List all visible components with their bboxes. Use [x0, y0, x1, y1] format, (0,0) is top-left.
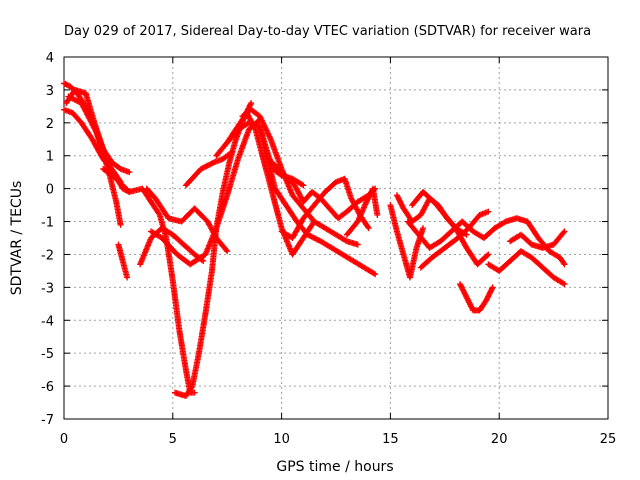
data-point-marker [155, 210, 162, 217]
data-point-marker [365, 225, 372, 232]
series-arc-23 [409, 188, 492, 268]
data-point-marker [489, 285, 496, 292]
series-arc-8 [137, 225, 207, 268]
series-arc-1 [61, 80, 124, 228]
y-tick-label: 1 [46, 150, 54, 165]
y-tick-label: -2 [41, 248, 54, 263]
series-arc-18 [343, 185, 381, 238]
data-point-marker [561, 261, 568, 268]
data-point-marker [117, 221, 124, 228]
data-point-marker [354, 241, 361, 248]
data-point-marker [561, 228, 568, 235]
series-arc-16 [265, 156, 379, 222]
data-point-marker [485, 251, 492, 258]
data-point-marker [227, 150, 234, 157]
y-tick-label: -3 [41, 281, 54, 296]
data-point-marker [223, 246, 230, 253]
data-point-marker [124, 274, 131, 281]
data-points [61, 80, 568, 399]
data-point-marker [374, 211, 381, 218]
y-tick-label: 0 [46, 183, 54, 198]
series-arc-5 [115, 241, 131, 281]
series-arc-6 [100, 165, 198, 396]
data-point-marker [209, 159, 216, 166]
x-tick-label: 0 [60, 432, 68, 447]
series-arc-4 [65, 93, 133, 195]
x-tick-label: 15 [382, 432, 399, 447]
data-point-marker [372, 271, 379, 278]
y-tick-label: -5 [41, 347, 54, 362]
data-point-marker [247, 101, 254, 108]
series-arc-11 [182, 149, 235, 189]
series-arc-27 [507, 228, 568, 251]
x-tick-label: 5 [169, 432, 177, 447]
y-tick-label: -7 [41, 413, 54, 428]
x-tick-label: 20 [491, 432, 508, 447]
data-point-marker [484, 252, 491, 259]
data-point-marker [420, 225, 427, 232]
series-arc-9 [148, 116, 263, 268]
series-arc-26 [491, 215, 568, 268]
x-tick-label: 10 [273, 432, 290, 447]
series-arc-25 [485, 248, 568, 288]
data-point-marker [560, 260, 567, 267]
series-arc-7 [143, 185, 231, 255]
data-point-marker [248, 100, 255, 107]
data-point-marker [300, 182, 307, 189]
data-point-marker [561, 281, 568, 288]
series-arc-17 [278, 175, 372, 241]
y-tick-label: -6 [41, 380, 54, 395]
y-tick-label: -4 [41, 314, 54, 329]
y-tick-label: 3 [46, 84, 54, 99]
chart-title: Day 029 of 2017, Sidereal Day-to-day VTE… [64, 24, 591, 39]
data-point-marker [188, 384, 195, 391]
axis-ticks: 0 5 10 15 20 25 -7 -6 -5 -4 -3 -2 -1 0 1 2 3 4 [41, 51, 616, 447]
x-tick-label: 25 [600, 432, 617, 447]
data-point-marker [191, 389, 198, 396]
data-point-marker [364, 223, 371, 230]
data-point-marker [228, 149, 235, 156]
y-tick-label: 2 [46, 117, 54, 132]
plot-border [63, 56, 609, 420]
series-arc-24 [457, 281, 496, 314]
data-point-marker [126, 169, 133, 176]
y-tick-label: -1 [41, 216, 54, 231]
x-axis-label: GPS time / hours [276, 459, 393, 475]
data-point-marker [489, 284, 496, 291]
y-tick-label: 4 [46, 51, 54, 66]
data-point-marker [224, 248, 231, 255]
data-point-marker [485, 208, 492, 215]
series-arc-22 [417, 208, 492, 271]
grid [64, 57, 608, 419]
y-axis-label: SDTVAR / TECUs [9, 181, 25, 296]
series-arc-15 [256, 126, 379, 278]
data-point-marker [560, 229, 567, 236]
